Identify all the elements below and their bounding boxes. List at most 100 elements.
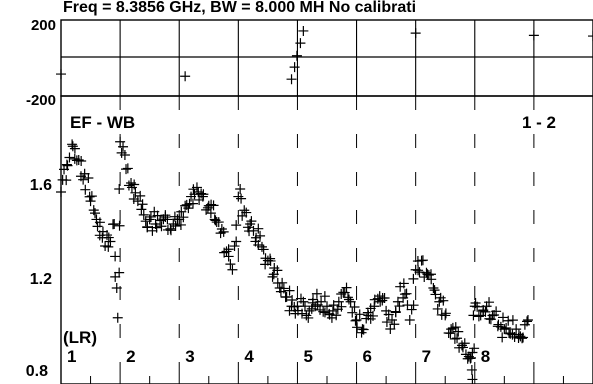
amp-point xyxy=(213,217,224,228)
phase-point xyxy=(180,71,191,82)
amp-point xyxy=(162,214,173,225)
amp-point xyxy=(446,324,457,335)
amp-point xyxy=(253,223,264,234)
amp-point xyxy=(109,219,120,229)
phase-point xyxy=(528,30,539,41)
amp-point xyxy=(347,307,358,318)
amp-point xyxy=(398,278,409,289)
amp-point xyxy=(165,225,176,236)
amp-point xyxy=(319,307,330,318)
amp-point xyxy=(392,296,403,307)
amp-point xyxy=(151,222,162,233)
amp-point xyxy=(517,333,528,344)
amp-point xyxy=(176,206,187,217)
amp-point xyxy=(493,319,504,330)
amp-point xyxy=(319,291,330,302)
amp-point xyxy=(145,211,156,222)
amp-point xyxy=(277,277,288,288)
amp-point xyxy=(206,199,217,210)
amp-point xyxy=(377,295,388,306)
scan-label: 5 xyxy=(303,347,312,366)
phase-point xyxy=(588,31,593,42)
amp-point xyxy=(178,212,189,223)
scan-label: 6 xyxy=(363,347,372,366)
amp-point xyxy=(272,265,283,276)
amp-point xyxy=(304,305,315,316)
amp-point xyxy=(417,255,428,266)
amp-point xyxy=(105,236,116,247)
amp-point xyxy=(248,225,259,236)
amp-point xyxy=(497,332,508,343)
amp-point xyxy=(354,309,365,320)
amp-point xyxy=(62,160,73,171)
amp-point xyxy=(430,289,441,300)
amp-point xyxy=(389,319,400,330)
amp-point xyxy=(64,152,75,163)
amp-point xyxy=(438,295,449,306)
amp-point xyxy=(205,208,216,219)
amp-point xyxy=(473,311,484,322)
amp-point xyxy=(425,269,436,280)
amp-point xyxy=(511,324,522,335)
scan-label: 8 xyxy=(481,347,490,366)
phase-ytick-top: 200 xyxy=(31,17,56,34)
amp-point xyxy=(128,193,139,204)
amp-point xyxy=(110,271,121,282)
phase-point xyxy=(410,28,421,39)
amp-point xyxy=(481,301,492,312)
amp-point xyxy=(235,184,246,195)
amp-point xyxy=(342,292,353,303)
amp-point xyxy=(90,208,101,219)
amp-point xyxy=(331,310,342,321)
amp-point xyxy=(135,190,146,201)
amp-point xyxy=(341,282,352,293)
amp-point xyxy=(484,297,495,308)
amp-point xyxy=(69,153,80,164)
amp-point xyxy=(450,322,461,333)
amp-point xyxy=(168,219,179,229)
amp-point xyxy=(114,183,125,194)
amp-point xyxy=(137,199,148,210)
amp-point xyxy=(480,306,491,317)
amp-point xyxy=(209,214,220,225)
amp-point xyxy=(345,296,356,307)
amp-point xyxy=(343,294,354,305)
amp-point xyxy=(198,189,209,200)
amp-point xyxy=(522,315,533,325)
amp-point xyxy=(246,216,257,227)
amp-point xyxy=(284,285,295,296)
amp-point xyxy=(111,282,122,293)
amp-point xyxy=(406,304,417,315)
amp-point xyxy=(318,306,329,317)
amp-point xyxy=(381,317,392,328)
amp-point xyxy=(322,301,332,312)
amp-point xyxy=(265,255,276,266)
amp-point xyxy=(303,312,314,323)
amp-point xyxy=(453,326,464,337)
amp-point xyxy=(432,303,443,314)
amp-point xyxy=(394,301,405,312)
amp-point xyxy=(183,203,194,214)
amp-point xyxy=(231,220,242,231)
amp-point xyxy=(421,267,432,278)
amp-point xyxy=(440,310,451,321)
amp-point xyxy=(83,172,94,183)
amp-ytick-1: 1.6 xyxy=(30,177,52,194)
amp-point xyxy=(469,343,480,354)
amp-point xyxy=(413,265,424,276)
amp-point xyxy=(408,300,419,311)
amp-point xyxy=(221,246,232,257)
amp-point xyxy=(67,139,78,150)
amp-point xyxy=(352,322,363,333)
amp-point xyxy=(256,241,267,252)
amp-point xyxy=(445,328,456,339)
amp-point xyxy=(522,316,533,327)
amp-point xyxy=(225,259,236,270)
amp-point xyxy=(401,288,412,299)
amp-ytick-2: 1.2 xyxy=(30,271,52,288)
amp-point xyxy=(456,340,467,351)
phase-point xyxy=(286,74,297,85)
amp-point xyxy=(160,212,171,223)
amp-point xyxy=(507,315,518,326)
polarization-label: (LR) xyxy=(63,328,97,347)
